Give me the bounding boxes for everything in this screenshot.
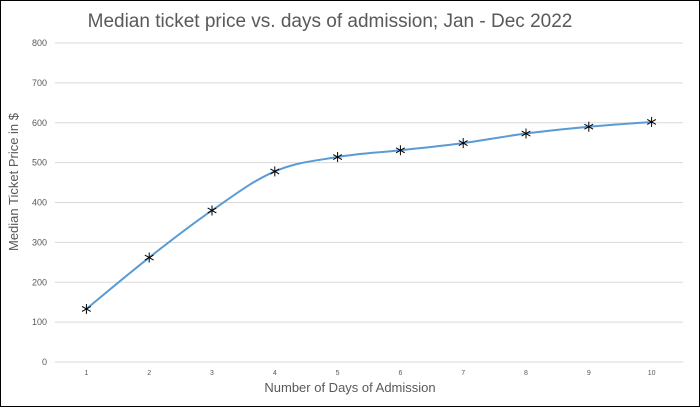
y-tick-label: 700 bbox=[32, 78, 47, 88]
data-point-marker bbox=[458, 138, 468, 149]
x-tick-label: 10 bbox=[648, 370, 656, 377]
y-tick-label: 100 bbox=[32, 317, 47, 327]
x-axis-label: Number of Days of Admission bbox=[264, 380, 435, 395]
y-tick-label: 600 bbox=[32, 118, 47, 128]
data-markers bbox=[81, 116, 657, 314]
data-point-marker bbox=[521, 128, 531, 139]
y-axis-label: Median Ticket Price in $ bbox=[6, 112, 21, 251]
x-tick-label: 9 bbox=[587, 370, 591, 377]
data-point-marker bbox=[395, 145, 405, 156]
x-tick-label: 8 bbox=[524, 370, 528, 377]
y-tick-label: 800 bbox=[32, 38, 47, 48]
y-tick-label: 400 bbox=[32, 198, 47, 208]
data-point-marker bbox=[270, 166, 280, 177]
x-tick-label: 7 bbox=[461, 370, 465, 377]
y-tick-labels: 0 100 200 300 400 500 600 700 800 bbox=[32, 38, 47, 367]
data-point-marker bbox=[647, 116, 657, 127]
x-tick-label: 6 bbox=[398, 370, 402, 377]
data-point-marker bbox=[333, 152, 343, 163]
chart-title: Median ticket price vs. days of admissio… bbox=[88, 11, 573, 32]
x-tick-label: 2 bbox=[147, 370, 151, 377]
series-line bbox=[85, 120, 652, 310]
x-tick-label: 4 bbox=[273, 370, 277, 377]
x-tick-label: 1 bbox=[84, 370, 88, 377]
data-point-marker bbox=[207, 205, 217, 216]
data-point-marker bbox=[144, 252, 154, 263]
x-tick-label: 3 bbox=[210, 370, 214, 377]
y-tick-label: 200 bbox=[32, 277, 47, 287]
y-tick-label: 500 bbox=[32, 158, 47, 168]
data-point-marker bbox=[584, 121, 594, 132]
y-tick-label: 300 bbox=[32, 237, 47, 247]
x-tick-labels: 1 2 3 4 5 6 7 8 9 10 bbox=[84, 370, 655, 377]
x-tick-label: 5 bbox=[336, 370, 340, 377]
data-point-marker bbox=[81, 303, 91, 314]
y-tick-label: 0 bbox=[42, 357, 47, 367]
gridlines bbox=[55, 42, 683, 363]
